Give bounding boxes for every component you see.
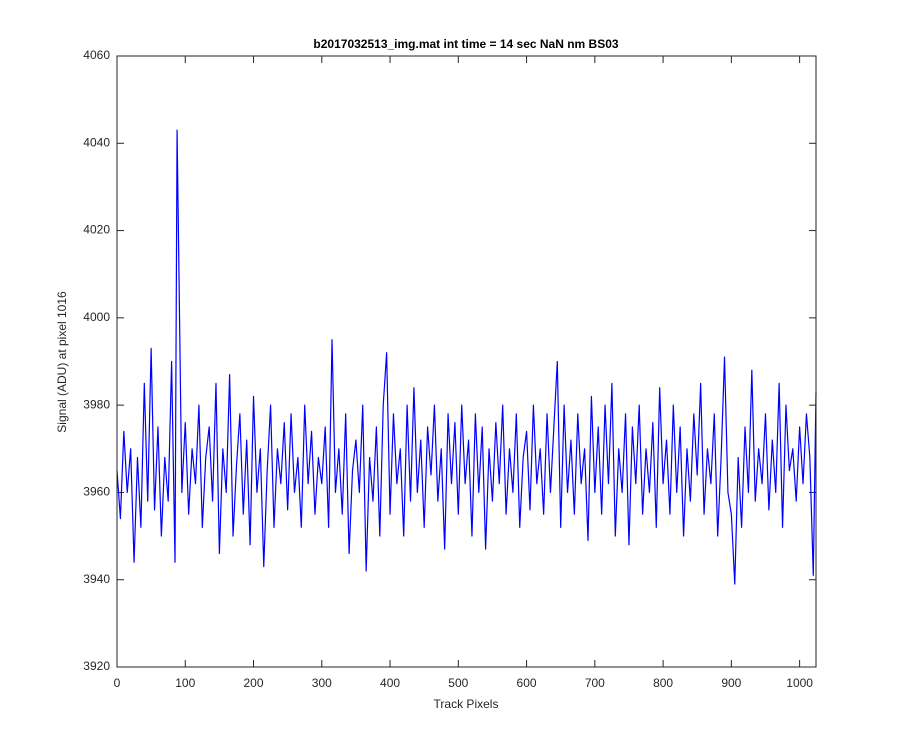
x-tick-label: 100 — [175, 676, 195, 690]
chart-title: b2017032513_img.mat int time = 14 sec Na… — [313, 37, 618, 51]
data-line — [116, 129, 817, 585]
x-tick-label: 0 — [114, 676, 121, 690]
x-tick-label: 800 — [653, 676, 673, 690]
x-tick-label: 200 — [244, 676, 264, 690]
y-tick-label: 4040 — [83, 135, 110, 149]
x-tick-label: 500 — [448, 676, 468, 690]
y-tick-label: 3920 — [83, 659, 110, 673]
y-tick-label: 4000 — [83, 310, 110, 324]
x-tick-label: 900 — [721, 676, 741, 690]
y-tick-label: 3960 — [83, 485, 110, 499]
x-tick-label: 300 — [312, 676, 332, 690]
x-tick-label: 1000 — [786, 676, 813, 690]
x-axis-label: Track Pixels — [434, 697, 499, 711]
y-tick-label: 3980 — [83, 397, 110, 411]
x-tick-label: 700 — [585, 676, 605, 690]
x-tick-label: 600 — [517, 676, 537, 690]
axes-box — [116, 55, 817, 668]
y-tick-label: 4060 — [83, 48, 110, 62]
y-tick-label: 3940 — [83, 572, 110, 586]
y-tick-label: 4020 — [83, 223, 110, 237]
y-axis-label: Signal (ADU) at pixel 1016 — [55, 291, 69, 433]
x-tick-label: 400 — [380, 676, 400, 690]
